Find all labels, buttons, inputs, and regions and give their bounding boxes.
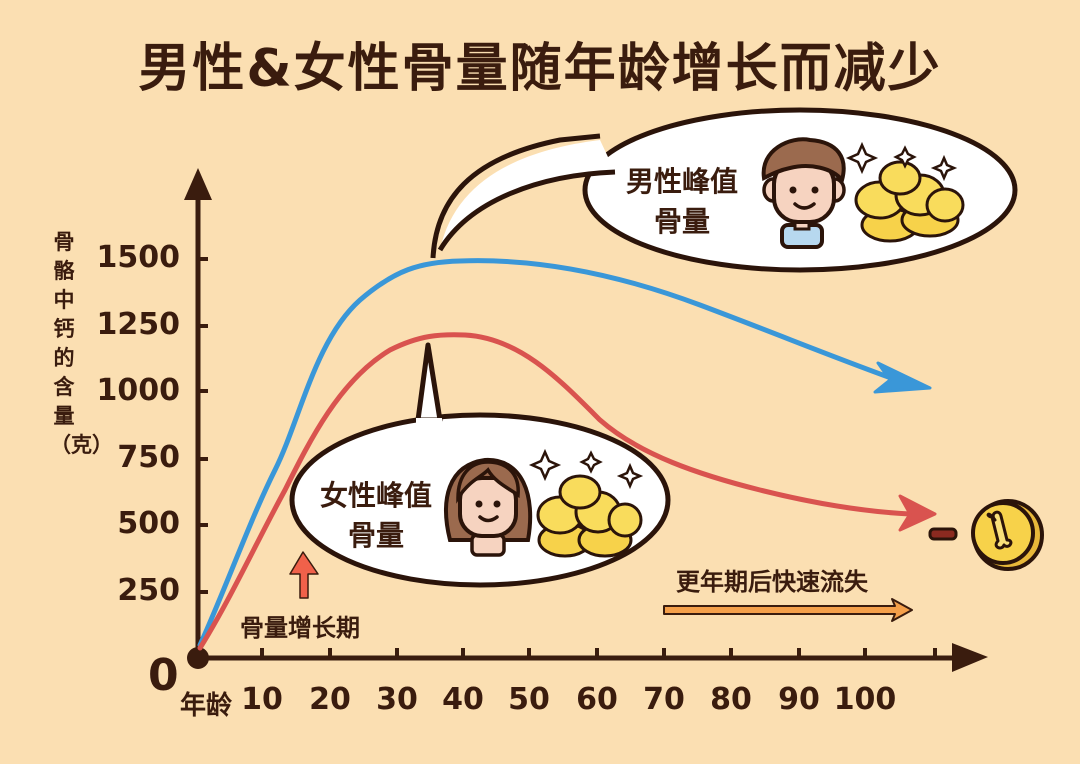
x-tick-50: 50 [508,682,550,717]
male-peak-line2: 骨量 [653,205,710,238]
x-tick-70: 70 [643,682,685,717]
woman-face-icon [444,457,533,557]
man-face-icon [761,137,846,249]
y-tick-1500: 1500 [96,240,181,275]
chart-title: 男性&女性骨量随年龄增长而减少 [138,39,942,99]
female-peak-line1: 女性峰值 [319,479,432,512]
x-tick-20: 20 [309,682,351,717]
menopause-loss-label: 更年期后快速流失 [676,568,868,596]
bone-coin-icon [971,499,1044,571]
x-tick-10: 10 [241,682,283,717]
x-tick-60: 60 [576,682,618,717]
male-bone-mass-line [197,258,908,648]
bone-coin-pile-icon [845,141,965,243]
y-tick-1000: 1000 [96,373,181,408]
y-tick-250: 250 [117,573,180,608]
growth-up-arrow [289,551,319,599]
male-line-arrowhead [873,361,932,394]
female-line-arrowhead [898,494,937,532]
y-axis [184,168,212,658]
x-tick-40: 40 [442,682,484,717]
y-tick-500: 500 [117,506,180,541]
x-tick-100: 100 [833,682,897,717]
y-tick-1250: 1250 [96,307,181,342]
x-axis [187,643,988,672]
y-tick-750: 750 [117,440,180,475]
growth-period-label: 骨量增长期 [240,614,360,642]
female-peak-label: 女性峰值 骨量 [306,476,446,556]
x-tick-90: 90 [778,682,820,717]
x-axis-label: 年龄 [180,691,233,721]
menopause-right-arrow [663,598,913,622]
bone-coin-pile-icon [528,448,644,558]
male-peak-label: 男性峰值 骨量 [612,162,752,242]
origin-label: 0 [148,650,179,701]
x-tick-80: 80 [710,682,752,717]
x-tick-30: 30 [376,682,418,717]
female-bone-mass-line [197,332,913,651]
male-peak-line1: 男性峰值 [625,165,738,198]
female-peak-line2: 骨量 [347,519,404,552]
minus-sign-icon [928,527,958,541]
